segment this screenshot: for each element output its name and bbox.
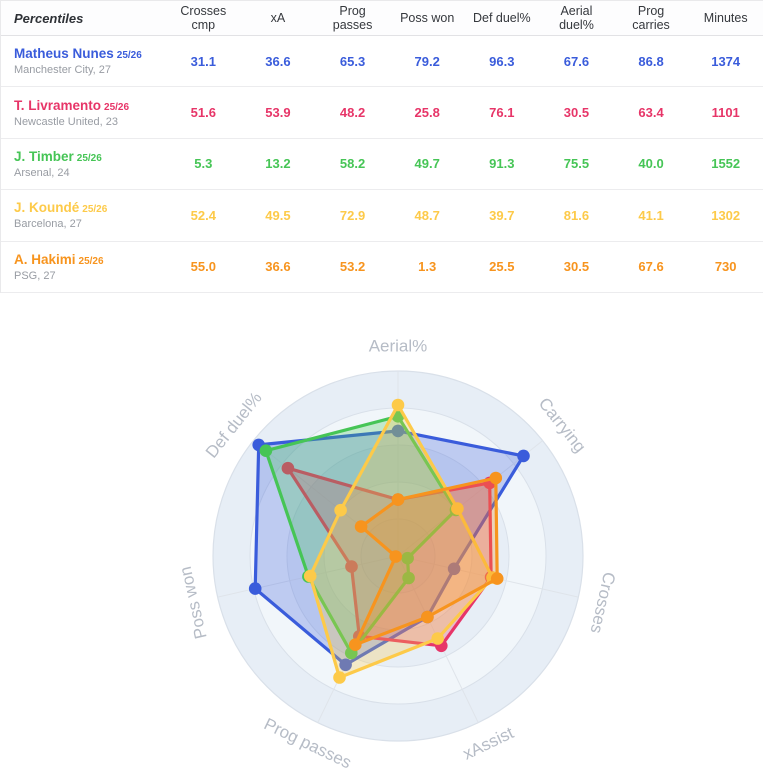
player-season: 25/26 — [78, 255, 104, 267]
player-cell: J. Timber 25/26 Arsenal, 24 — [1, 147, 166, 181]
stat-value: 72.9 — [339, 207, 366, 223]
stat-value: 58.2 — [339, 156, 366, 172]
radar-axis-label: Aerial% — [369, 336, 428, 355]
radar-chart: Aerial% Carrying Crosses xAssist Prog passes… — [0, 293, 763, 768]
player-name[interactable]: J. Koundé — [14, 200, 80, 216]
stat-value: 39.7 — [489, 207, 515, 223]
player-row[interactable]: A. Hakimi 25/26 PSG, 27 55.0 36.6 53.2 1.3 25.5… — [1, 242, 763, 293]
stat-value: 48.2 — [339, 105, 366, 121]
player-name[interactable]: A. Hakimi — [14, 251, 76, 267]
player-cell: Matheus Nunes 25/26 Manchester City, 27 — [1, 44, 166, 78]
stat-value: 30.5 — [563, 259, 590, 275]
stat-value: 30.5 — [563, 105, 590, 121]
stat-value: 25.8 — [414, 105, 440, 121]
player-season: 25/26 — [104, 101, 130, 113]
player-name[interactable]: J. Timber — [14, 149, 74, 165]
table-title: Percentiles — [14, 10, 84, 26]
stat-value: 96.3 — [489, 53, 515, 69]
table-header-row: Percentiles Crosses cmp xA Prog passes Poss… — [1, 1, 763, 36]
stat-value: 81.6 — [563, 207, 590, 223]
stat-value: 36.6 — [265, 259, 291, 275]
player-row[interactable]: Matheus Nunes 25/26 Manchester City, 27 31.… — [1, 36, 763, 88]
stat-value: 1.3 — [418, 259, 437, 275]
stat-value: 48.7 — [414, 207, 440, 223]
player-season: 25/26 — [82, 204, 108, 216]
stat-value: 13.2 — [265, 156, 291, 172]
radar-axis-label: Poss won — [176, 565, 211, 641]
stat-value: 53.9 — [265, 105, 291, 121]
column-header: Poss won — [400, 10, 455, 25]
player-meta: Barcelona, 27 — [14, 218, 82, 231]
stat-value: 52.4 — [190, 207, 216, 223]
player-row[interactable]: J. Timber 25/26 Arsenal, 24 5.3 13.2 58.2 49.7… — [1, 139, 763, 191]
stat-value: 53.2 — [339, 259, 366, 275]
column-header: xA — [270, 10, 286, 25]
stat-value: 86.8 — [638, 53, 664, 69]
player-meta: PSG, 27 — [14, 269, 56, 282]
stat-value: 67.6 — [638, 259, 664, 275]
player-name[interactable]: T. Livramento — [14, 97, 102, 113]
column-header: Prog passes — [332, 3, 373, 32]
stat-value: 25.5 — [489, 259, 515, 275]
stat-value: 65.3 — [339, 53, 366, 69]
player-meta: Arsenal, 24 — [14, 167, 70, 180]
stat-value: 1101 — [711, 105, 740, 121]
stat-value: 730 — [714, 259, 737, 275]
player-meta: Newcastle United, 23 — [14, 115, 118, 128]
radar-axis-label: xAssist — [460, 723, 517, 764]
stat-value: 76.1 — [489, 105, 515, 121]
player-season: 25/26 — [76, 153, 102, 165]
stat-value: 1374 — [711, 53, 741, 69]
stat-value: 51.6 — [190, 105, 216, 121]
player-cell: T. Livramento 25/26 Newcastle United, 23 — [1, 96, 166, 130]
column-header: Minutes — [703, 10, 748, 25]
stat-value: 49.5 — [265, 207, 291, 223]
stat-value: 41.1 — [638, 207, 664, 223]
stat-value: 49.7 — [414, 156, 440, 172]
player-row[interactable]: J. Koundé 25/26 Barcelona, 27 52.4 49.5 72.9 4… — [1, 190, 763, 242]
percentiles-table: Percentiles Crosses cmp xA Prog passes Poss… — [0, 0, 763, 293]
stat-value: 1552 — [711, 156, 741, 172]
radar-axis-label: Crosses — [587, 570, 619, 635]
stat-value: 40.0 — [638, 156, 664, 172]
player-cell: J. Koundé 25/26 Barcelona, 27 — [1, 198, 166, 232]
stat-value: 31.1 — [190, 53, 216, 69]
stat-value: 55.0 — [190, 259, 216, 275]
stat-value: 67.6 — [563, 53, 590, 69]
stat-value: 36.6 — [265, 53, 291, 69]
column-header: Def duel% — [472, 10, 531, 25]
player-row[interactable]: T. Livramento 25/26 Newcastle United, 23 51… — [1, 87, 763, 139]
player-season: 25/26 — [116, 50, 142, 62]
column-header: Aerial duel% — [559, 3, 594, 32]
stat-value: 5.3 — [194, 156, 213, 172]
stat-value: 1302 — [711, 207, 741, 223]
column-header: Prog carries — [632, 3, 670, 32]
stat-value: 75.5 — [563, 156, 590, 172]
stat-value: 63.4 — [638, 105, 664, 121]
player-name[interactable]: Matheus Nunes — [14, 46, 114, 62]
player-meta: Manchester City, 27 — [14, 64, 112, 77]
column-header: Crosses cmp — [180, 3, 227, 32]
stat-value: 91.3 — [489, 156, 515, 172]
player-cell: A. Hakimi 25/26 PSG, 27 — [1, 250, 166, 284]
stat-value: 79.2 — [414, 53, 440, 69]
